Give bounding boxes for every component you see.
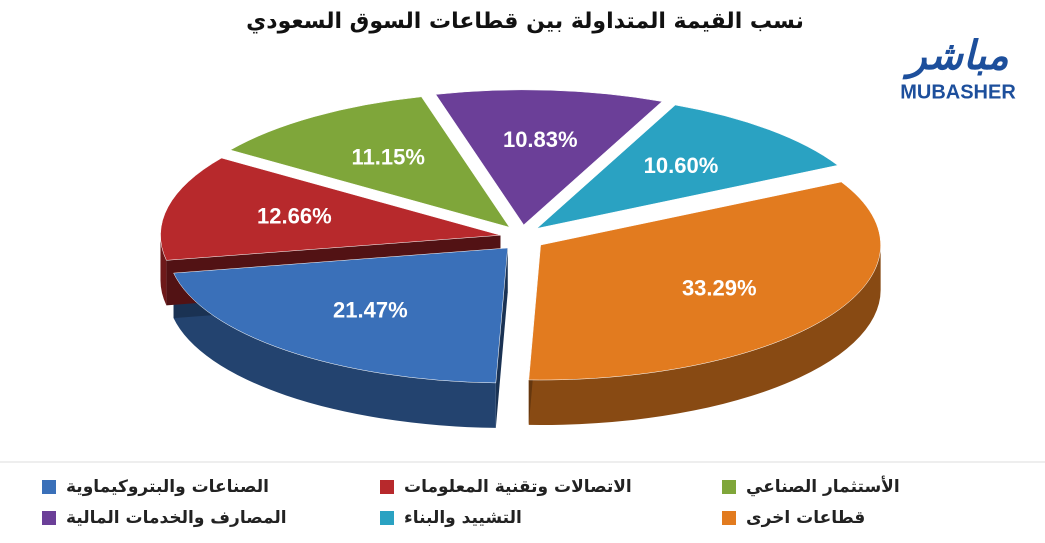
legend-swatch <box>380 511 394 525</box>
slice <box>528 181 881 381</box>
legend-swatch <box>42 511 56 525</box>
slice-side <box>528 245 881 426</box>
slice-side <box>160 235 167 306</box>
slice-labels: 21.47% 12.66% 11.15% 10.83% 10.60% 33.29% <box>257 127 757 322</box>
slice-label: 33.29% <box>682 275 757 300</box>
logo-latin: MUBASHER <box>900 81 1016 103</box>
slice <box>536 104 839 229</box>
legend-swatch <box>722 480 736 494</box>
slice-label: 10.83% <box>503 127 578 152</box>
slice-tops <box>160 89 881 384</box>
slice <box>173 247 508 384</box>
legend-label: التشييد والبناء <box>404 508 522 528</box>
slice-label: 21.47% <box>333 297 408 322</box>
chart-title: نسب القيمة المتداولة بين قطاعات السوق ال… <box>246 9 804 34</box>
slice <box>160 157 501 261</box>
legend-label: الصناعات والبتروكيماوية <box>66 477 269 497</box>
legend-label: الاتصالات وتقنية المعلومات <box>404 477 632 497</box>
legend-label: قطاعات اخرى <box>746 508 865 528</box>
slice <box>435 89 663 226</box>
slice-label: 11.15% <box>352 144 425 169</box>
slice-side <box>173 273 496 428</box>
legend-swatch <box>42 480 56 494</box>
legend-label: الأستثمار الصناعي <box>746 476 900 497</box>
logo-arabic: مباشر <box>902 33 1009 80</box>
slice <box>229 96 510 228</box>
legend-swatch <box>380 480 394 494</box>
slice-label: 12.66% <box>257 204 332 229</box>
legend-label: المصارف والخدمات المالية <box>66 508 287 528</box>
legend-swatch <box>722 511 736 525</box>
slice-label: 10.60% <box>644 153 719 178</box>
